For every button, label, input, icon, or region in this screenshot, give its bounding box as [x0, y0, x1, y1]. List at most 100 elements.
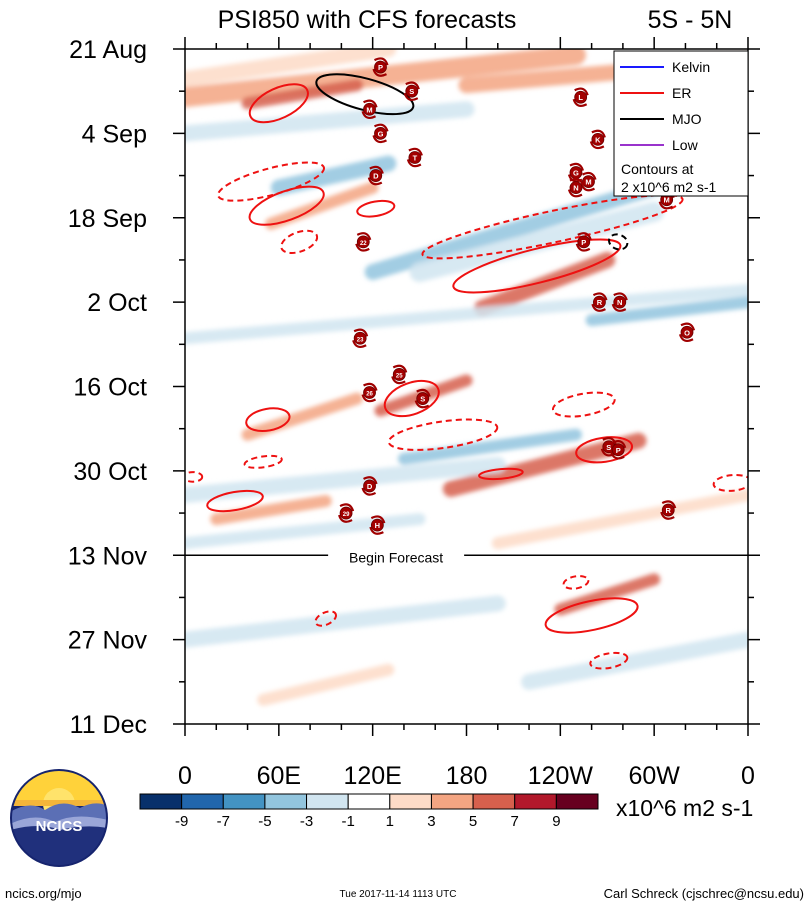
- legend-entry: Low: [620, 137, 699, 153]
- legend-contour-note-1: Contours at: [621, 161, 693, 177]
- y-tick-label: 2 Oct: [87, 289, 147, 317]
- storm-label: P: [581, 238, 586, 247]
- colorbar-swatch: [389, 793, 432, 810]
- colorbar-label: 7: [511, 813, 519, 830]
- storm-label: K: [595, 135, 601, 144]
- er-contour: [185, 471, 204, 483]
- storm-label: D: [367, 482, 373, 491]
- er-contour: [217, 161, 325, 202]
- colorbar-label: 9: [552, 813, 560, 830]
- er-contour: [314, 610, 337, 627]
- y-tick-label: 30 Oct: [73, 458, 147, 486]
- x-tick-label: 180: [446, 762, 488, 790]
- legend-contour-note-2: 2 x10^6 m2 s-1: [621, 179, 716, 195]
- anomaly-band: [210, 495, 332, 526]
- storm-label: M: [366, 105, 372, 114]
- storm-label: M: [585, 178, 591, 187]
- x-tick-label: 120E: [343, 762, 401, 790]
- colorbar-swatch: [306, 793, 349, 810]
- y-tick-label: 4 Sep: [82, 120, 147, 148]
- anomaly-band: [185, 101, 475, 142]
- storm-label: P: [378, 63, 383, 72]
- storm-marker: D: [367, 165, 384, 186]
- begin-forecast-label: Begin Forecast: [349, 549, 443, 565]
- colorbar-label: 5: [469, 813, 477, 830]
- er-contour: [544, 597, 639, 634]
- colorbar-swatch: [555, 793, 599, 810]
- legend: Kelvin ER MJO Low Contours at 2 x10^6 m2 s-…: [613, 50, 749, 197]
- storm-label: D: [373, 172, 379, 181]
- er-contour: [589, 651, 629, 670]
- storm-marker: P: [372, 57, 389, 77]
- er-contour: [245, 407, 291, 432]
- storm-label: M: [664, 196, 670, 205]
- anomaly-band: [185, 284, 748, 345]
- legend-label: ER: [672, 85, 691, 101]
- er-contour: [206, 489, 264, 513]
- storm-label: R: [597, 298, 603, 307]
- storm-label: 22: [360, 241, 367, 247]
- legend-label: Kelvin: [672, 59, 710, 75]
- er-contour: [452, 238, 622, 294]
- storm-marker: S: [414, 388, 431, 409]
- anomaly-band: [409, 201, 665, 282]
- ncics-logo-text: NCICS: [36, 818, 83, 835]
- storm-label: P: [616, 446, 621, 455]
- colorbar-swatch: [264, 793, 308, 810]
- wave-contours: [185, 73, 748, 670]
- storm-label: N: [573, 184, 578, 193]
- y-tick-label: 13 Nov: [68, 542, 148, 570]
- footer-author: Carl Schreck (cjschrec@ncsu.edu): [604, 886, 804, 901]
- legend-entry: Kelvin: [620, 59, 710, 75]
- x-tick-label: 120W: [528, 762, 594, 790]
- colorbar-swatch: [472, 793, 516, 810]
- storm-label: 23: [357, 337, 364, 343]
- anomaly-band: [585, 296, 748, 327]
- chart-title: PSI850 with CFS forecasts: [218, 6, 517, 34]
- storm-marker: G: [372, 123, 389, 144]
- storm-label: G: [573, 169, 579, 178]
- er-contour: [243, 454, 283, 469]
- y-tick-label: 16 Oct: [73, 374, 147, 402]
- storm-marker: 22: [355, 232, 372, 252]
- anomaly-band: [265, 181, 379, 230]
- er-contour: [478, 467, 524, 481]
- storm-marker: T: [406, 147, 423, 168]
- colorbar-label: -9: [175, 813, 188, 830]
- storm-marker: R: [591, 292, 608, 312]
- storm-marker: P: [575, 232, 592, 252]
- er-contour: [562, 575, 590, 590]
- x-axis: 0 60E 120E 180 120W 60W 0: [178, 37, 755, 790]
- mjo-contour: [608, 233, 629, 251]
- er-contour: [280, 229, 319, 254]
- storm-marker: 26: [361, 382, 378, 403]
- legend-box: [613, 50, 749, 197]
- colorbar-swatch: [430, 793, 474, 810]
- anomaly-band: [241, 79, 364, 110]
- storm-label: G: [378, 129, 384, 138]
- mjo-contour: [315, 73, 415, 116]
- er-contour: [248, 185, 325, 226]
- storm-marker: 23: [352, 328, 369, 349]
- y-axis: 21 Aug 4 Sep 18 Sep 2 Oct 16 Oct 30 Oct 13 Nov…: [68, 36, 760, 739]
- storm-marker: M: [361, 99, 378, 120]
- storm-label: H: [375, 521, 380, 530]
- chart-region: 5S - 5N: [648, 6, 733, 34]
- er-contour: [712, 473, 748, 492]
- colorbar-swatch: [222, 793, 266, 810]
- colorbar-units: x10^6 m2 s-1: [616, 795, 753, 821]
- legend-entry: ER: [620, 85, 691, 101]
- storm-label: S: [409, 87, 414, 96]
- storm-marker: L: [572, 87, 589, 107]
- storm-label: 29: [343, 512, 350, 518]
- storm-marker: R: [660, 500, 677, 520]
- storm-marker: H: [369, 515, 386, 535]
- legend-label: MJO: [672, 111, 702, 127]
- colorbar-label: -1: [342, 813, 355, 830]
- storm-marker: D: [361, 476, 378, 496]
- colorbar: -9 -7 -5 -3 -1 1 3 5 7 9: [139, 793, 599, 830]
- y-tick-label: 18 Sep: [68, 205, 147, 233]
- y-tick-label: 27 Nov: [68, 627, 148, 655]
- y-tick-label: 21 Aug: [69, 36, 147, 64]
